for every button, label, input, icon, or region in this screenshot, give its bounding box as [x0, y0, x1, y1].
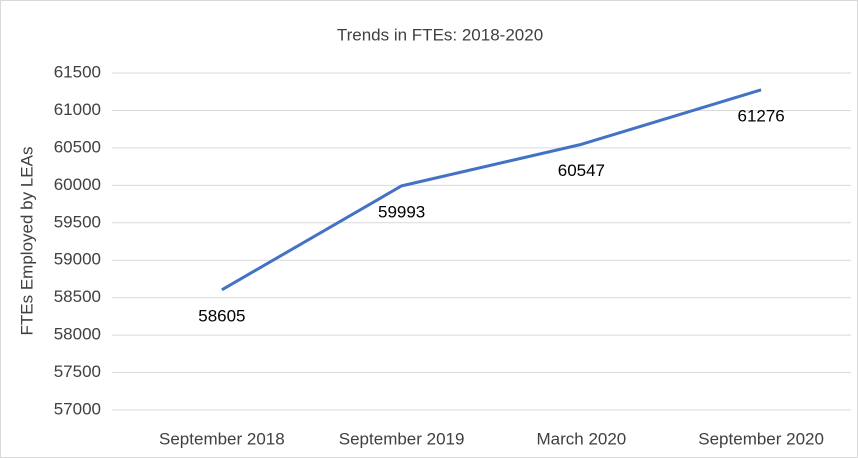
y-axis-label: FTEs Employed by LEAs: [17, 147, 36, 336]
line-series: [221, 88, 762, 292]
data-label: 60547: [558, 161, 605, 180]
y-tick-label: 59500: [54, 212, 101, 231]
chart-title: Trends in FTEs: 2018-2020: [337, 25, 543, 44]
x-tick-label: September 2020: [698, 429, 824, 448]
x-tick-label: September 2019: [339, 429, 465, 448]
y-tick-label: 61500: [54, 62, 101, 81]
y-tick-label: 60500: [54, 137, 101, 156]
data-label: 59993: [378, 202, 425, 221]
x-tick-label: March 2020: [536, 429, 626, 448]
x-tick-label: September 2018: [159, 429, 285, 448]
y-tick-label: 60000: [54, 175, 101, 194]
y-tick-label: 61000: [54, 100, 101, 119]
y-tick-label: 59000: [54, 250, 101, 269]
y-tick-label: 58500: [54, 287, 101, 306]
y-tick-label: 58000: [54, 325, 101, 344]
data-label: 61276: [737, 106, 784, 125]
data-label: 58605: [198, 306, 245, 325]
y-tick-label: 57000: [54, 399, 101, 418]
y-tick-label: 57500: [54, 362, 101, 381]
